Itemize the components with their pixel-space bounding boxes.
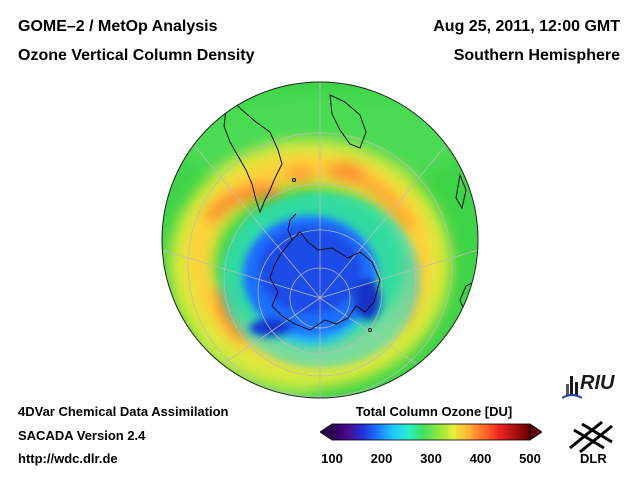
footer-url[interactable]: http://wdc.dlr.de: [18, 451, 118, 466]
riu-logo-text: RIU: [580, 372, 615, 394]
colorbar-gradient: [331, 423, 531, 441]
colorbar-tick-label: 500: [519, 451, 541, 466]
riu-logo-icon: [562, 376, 582, 399]
colorbar-max-arrow: [529, 423, 542, 441]
madagascar-coast: [455, 173, 467, 210]
high-ozone-band: [202, 183, 282, 225]
globe-outline: [161, 81, 479, 399]
ozone-globe-map: [161, 81, 479, 399]
footer-method: 4DVar Chemical Data Assimilation: [18, 404, 229, 419]
colorbar-tick-label: 300: [420, 451, 442, 466]
africa-coast: [329, 94, 367, 149]
title-datetime: Aug 25, 2011, 12:00 GMT: [433, 18, 620, 35]
dlr-logo-icon: [569, 420, 613, 454]
dlr-logo-text: DLR: [580, 451, 607, 466]
south-america-coast: [223, 99, 283, 214]
colorbar-tick-label: 200: [370, 451, 393, 466]
colorbar-tick-label: 100: [321, 451, 343, 466]
antarctic-peninsula: [287, 213, 297, 241]
colorbar-title: Total Column Ozone [DU]: [355, 404, 513, 419]
colorbar-tick-label: 400: [469, 451, 492, 466]
footer-version: SACADA Version 2.4: [18, 428, 146, 443]
graticule-lines: [162, 82, 478, 398]
title-quantity: Ozone Vertical Column Density: [18, 47, 255, 64]
colorbar: [320, 423, 542, 441]
title-instrument: GOME–2 / MetOp Analysis: [18, 18, 218, 35]
antarctica-coast: [269, 231, 381, 331]
colorbar-min-arrow: [320, 423, 333, 441]
title-region: Southern Hemisphere: [453, 47, 620, 64]
